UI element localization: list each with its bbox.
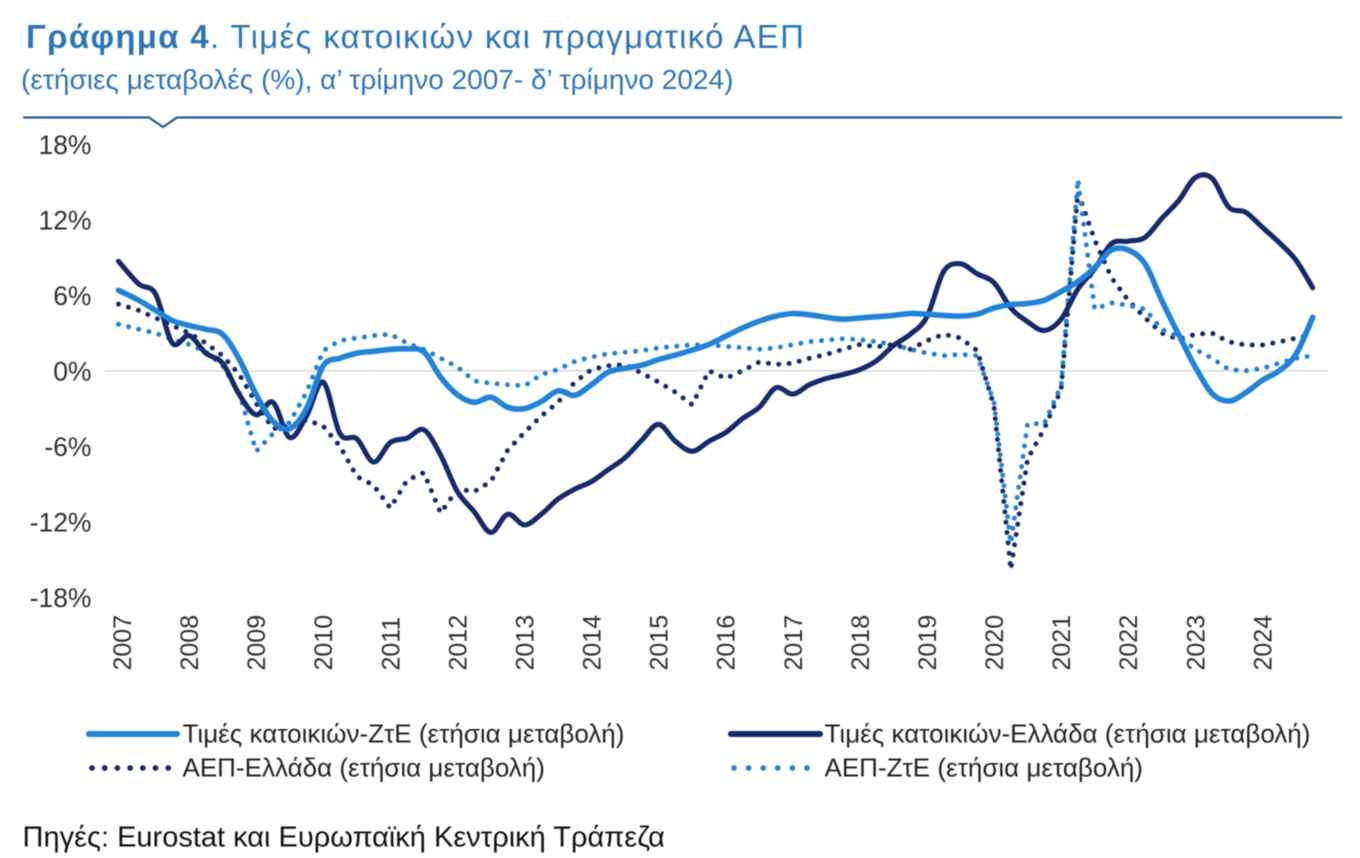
svg-text:Γράφημα 4. Τιμές κατοικιών και: Γράφημα 4. Τιμές κατοικιών και πραγματικ… [26,18,805,55]
svg-text:2017: 2017 [780,615,808,671]
svg-text:-12%: -12% [30,508,92,538]
svg-text:2024: 2024 [1249,615,1277,671]
svg-text:6%: 6% [53,281,91,311]
svg-text:2013: 2013 [512,615,540,671]
svg-text:Τιμές κατοικιών-Ελλάδα (ετήσια: Τιμές κατοικιών-Ελλάδα (ετήσια μεταβολή) [825,719,1311,749]
svg-text:2007: 2007 [109,615,137,671]
svg-text:Τιμές κατοικιών-ΖτΕ (ετήσια με: Τιμές κατοικιών-ΖτΕ (ετήσια μεταβολή) [183,719,625,749]
svg-text:Πηγές: Eurostat και Ευρωπαϊκή: Πηγές: Eurostat και Ευρωπαϊκή Κεντρική Τ… [23,822,665,854]
svg-text:2009: 2009 [243,615,271,671]
svg-text:-6%: -6% [44,432,91,462]
svg-text:18%: 18% [38,130,91,160]
svg-text:2021: 2021 [1048,615,1076,671]
svg-text:2023: 2023 [1182,615,1210,671]
svg-text:2015: 2015 [646,615,674,671]
svg-text:2016: 2016 [713,615,741,671]
svg-text:-18%: -18% [30,583,92,613]
svg-text:2008: 2008 [176,615,204,671]
svg-text:2012: 2012 [444,615,472,671]
svg-text:2010: 2010 [310,615,338,671]
svg-text:12%: 12% [38,206,91,236]
svg-text:2019: 2019 [914,615,942,671]
svg-text:2014: 2014 [579,615,607,671]
svg-text:ΑΕΠ-ΖτΕ (ετήσια μεταβολή): ΑΕΠ-ΖτΕ (ετήσια μεταβολή) [825,753,1143,783]
svg-text:2011: 2011 [377,617,405,671]
svg-text:ΑΕΠ-Ελλάδα (ετήσια μεταβολή): ΑΕΠ-Ελλάδα (ετήσια μεταβολή) [183,753,545,783]
svg-text:2018: 2018 [847,615,875,671]
svg-text:2022: 2022 [1115,615,1143,671]
svg-text:(ετήσιες μεταβολές (%), α’ τρί: (ετήσιες μεταβολές (%), α’ τρίμηνο 2007-… [21,64,733,95]
svg-text:0%: 0% [53,357,91,387]
svg-text:2020: 2020 [981,615,1009,671]
